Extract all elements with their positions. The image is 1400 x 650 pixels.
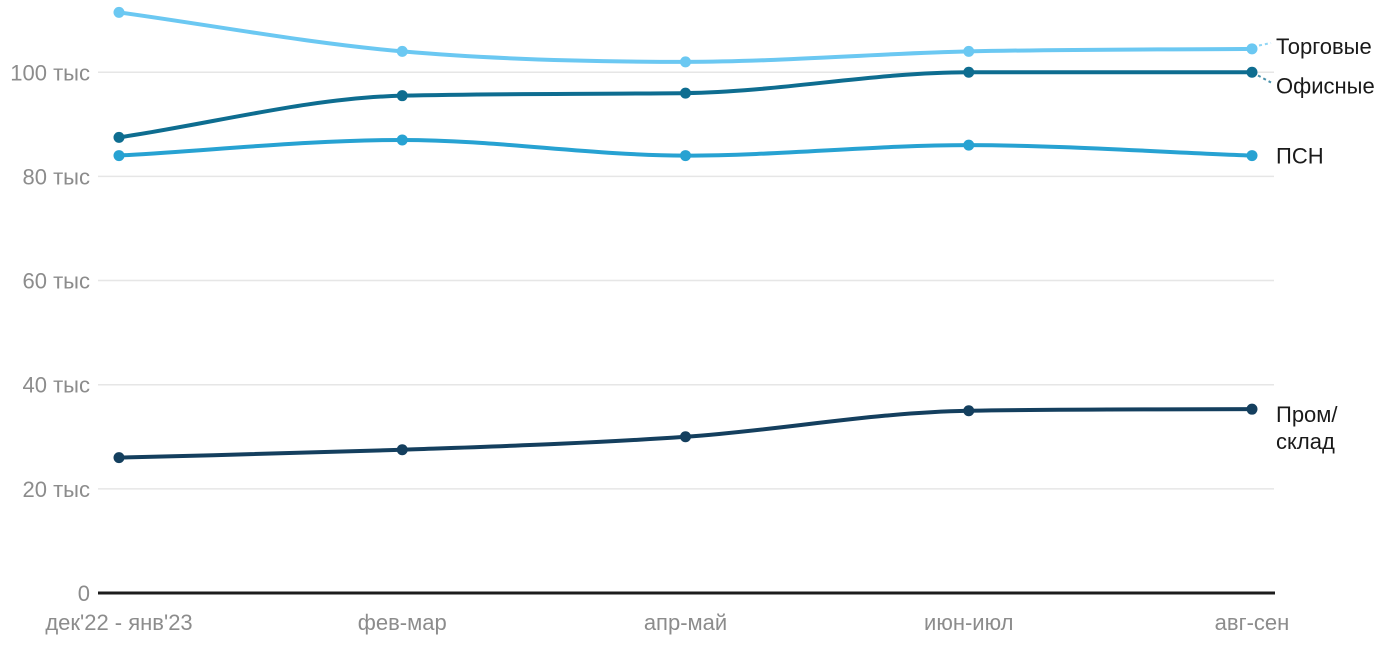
- x-axis-label-4: июн-июл: [924, 610, 1013, 635]
- y-tick-label-0: 0: [78, 581, 90, 606]
- series-3-label: ПСН: [1276, 144, 1324, 169]
- series-2-label-connector: [1257, 74, 1272, 84]
- series-3-point-1[interactable]: [113, 150, 125, 162]
- series-4-point-5[interactable]: [1246, 403, 1258, 415]
- series-1-label: Торговые: [1276, 34, 1372, 59]
- x-axis-label-5: авг-сен: [1215, 610, 1290, 635]
- series-4-point-4[interactable]: [963, 405, 975, 417]
- series-2-point-3[interactable]: [680, 87, 691, 99]
- series-2-point-1[interactable]: [113, 131, 125, 143]
- series-4-point-2[interactable]: [396, 444, 408, 456]
- series-2-line[interactable]: [117, 70, 1254, 140]
- series-3-point-4[interactable]: [963, 139, 975, 151]
- x-axis-label-1: дек'22 - янв'23: [45, 610, 192, 635]
- series-3-point-3[interactable]: [680, 150, 691, 162]
- series-2-point-2[interactable]: [396, 90, 408, 102]
- series-4-label-line-2: склад: [1276, 429, 1335, 454]
- series-4-label-line-1: Пром/: [1276, 402, 1338, 427]
- y-tick-label-100: 100 тыс: [10, 60, 90, 85]
- series-2-point-5[interactable]: [1246, 66, 1258, 78]
- y-tick-label-80: 80 тыс: [23, 164, 90, 189]
- series-1-point-4[interactable]: [963, 45, 975, 57]
- series-1-point-1[interactable]: [113, 6, 125, 18]
- series-3-point-5[interactable]: [1246, 150, 1258, 162]
- series-1-point-5[interactable]: [1246, 43, 1258, 55]
- series-1-point-3[interactable]: [680, 56, 691, 68]
- series-2-label: Офисные: [1276, 73, 1375, 98]
- series-4-point-1[interactable]: [113, 452, 125, 464]
- series-1-point-2[interactable]: [396, 45, 408, 57]
- series-3-point-2[interactable]: [396, 134, 408, 146]
- series-1-line[interactable]: [117, 10, 1254, 64]
- series-4-point-3[interactable]: [680, 431, 691, 443]
- x-axis-label-3: апр-май: [644, 610, 727, 635]
- y-tick-label-40: 40 тыс: [23, 373, 90, 398]
- series-1-label-connector: [1258, 42, 1272, 47]
- series-2-point-4[interactable]: [963, 66, 975, 78]
- y-tick-label-60: 60 тыс: [23, 269, 90, 294]
- y-tick-label-20: 20 тыс: [23, 477, 90, 502]
- x-axis-label-2: фев-мар: [358, 610, 447, 635]
